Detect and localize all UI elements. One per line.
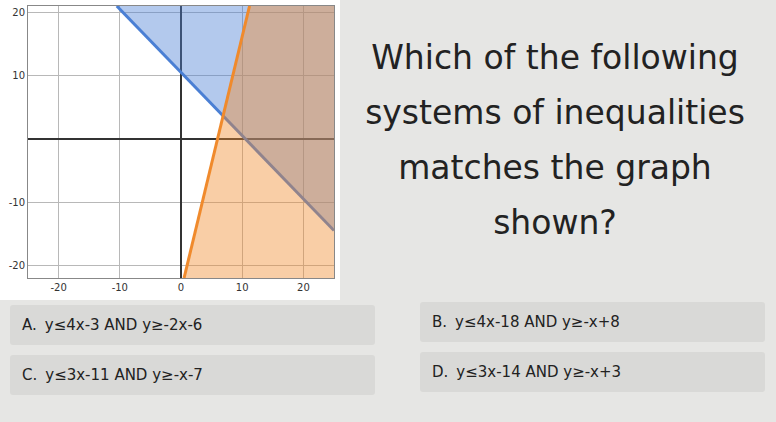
html-text:y≤3x-14 AND y≥-x+3: y≤3x-14 AND y≥-x+3 — [456, 363, 622, 381]
html-text:C.: C. — [22, 366, 38, 384]
svg-text:10: 10 — [12, 70, 25, 81]
svg-text:-10: -10 — [9, 197, 25, 208]
svg-text:-20: -20 — [9, 260, 25, 271]
html-text:Which of the following systems: Which of the following systems of inequa… — [365, 38, 745, 242]
svg-text:-10: -10 — [112, 282, 128, 293]
svg-text:20: 20 — [297, 282, 310, 293]
svg-text:-20: -20 — [50, 282, 66, 293]
html-text:B.: B. — [432, 313, 448, 331]
html-text:A.: A. — [22, 316, 37, 334]
svg-text:0: 0 — [178, 282, 184, 293]
svg-text:10: 10 — [236, 282, 249, 293]
html-text:y≤4x-18 AND y≥-x+8: y≤4x-18 AND y≥-x+8 — [455, 313, 620, 331]
svg-text:20: 20 — [12, 7, 25, 18]
html-text:D.: D. — [432, 363, 449, 381]
html-text:y≤3x-11 AND y≥-x-7: y≤3x-11 AND y≥-x-7 — [45, 366, 203, 384]
html-text:y≤4x-3 AND y≥-2x-6: y≤4x-3 AND y≥-2x-6 — [44, 316, 203, 334]
